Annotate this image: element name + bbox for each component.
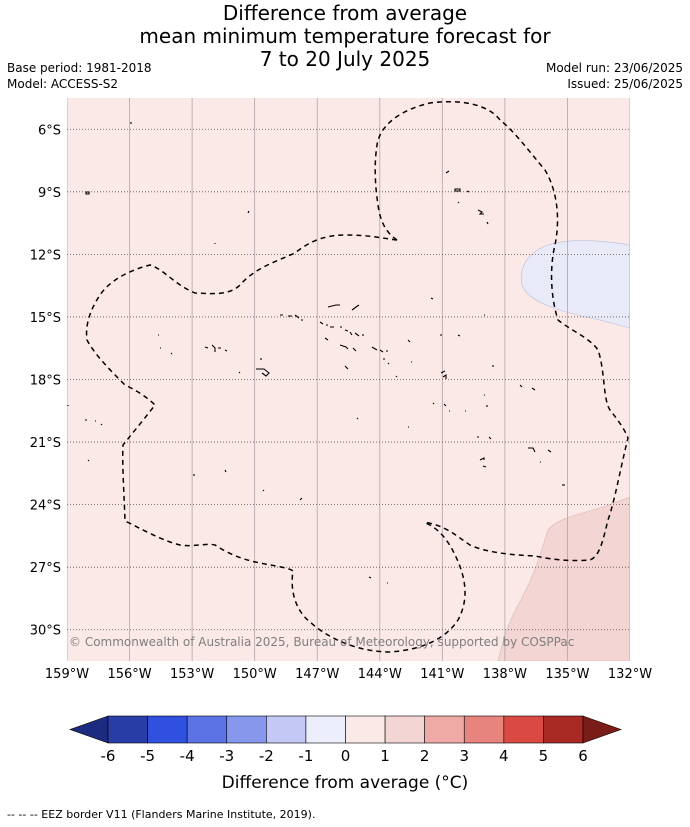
- longitude-label: 159°W: [45, 667, 89, 682]
- colorbar-cell: [266, 715, 307, 744]
- eez-legend-note: -- -- -- EEZ border V11 (Flanders Marine…: [7, 808, 316, 821]
- base-period: Base period: 1981-2018: [7, 61, 152, 75]
- colorbar-min-arrow: [69, 715, 109, 744]
- colorbar-tick-label: 2: [420, 747, 430, 765]
- longitude-tick-labels: 159°W 156°W 153°W 150°W 147°W 144°W 141°W 138°W…: [45, 667, 652, 682]
- colorbar-cell: [305, 715, 346, 744]
- colorbar-cells: [107, 715, 584, 744]
- map-title: Difference from average mean minimum tem…: [0, 2, 690, 71]
- colorbar-tick-label: -5: [140, 747, 155, 765]
- colorbar-title: Difference from average (°C): [221, 773, 469, 793]
- colorbar-tick-label: -3: [219, 747, 234, 765]
- colorbar-cell: [424, 715, 465, 744]
- longitude-label: 150°W: [233, 667, 277, 682]
- longitude-label: 132°W: [608, 667, 652, 682]
- colorbar-max-arrow: [582, 715, 622, 744]
- graticule: [67, 98, 630, 661]
- latitude-label: 21°S: [30, 436, 61, 451]
- colorbar-cell: [345, 715, 386, 744]
- colorbar-cell: [186, 715, 228, 744]
- colorbar-tick-label: 3: [459, 747, 469, 765]
- latitude-label: 12°S: [30, 248, 61, 263]
- latitude-label: 6°S: [38, 123, 61, 138]
- warmer-anomaly-region: [497, 496, 630, 661]
- latitude-label: 30°S: [30, 624, 61, 639]
- colorbar-tick-label: -6: [101, 747, 116, 765]
- eez-border: [374, 100, 629, 562]
- model-name: Model: ACCESS-S2: [7, 77, 119, 91]
- longitude-label: 144°W: [358, 667, 402, 682]
- colorbar-cell: [463, 715, 505, 744]
- longitude-label: 141°W: [420, 667, 464, 682]
- colorbar-cell: [503, 715, 544, 744]
- longitude-label: 138°W: [483, 667, 527, 682]
- latitude-label: 18°S: [30, 374, 61, 389]
- longitude-label: 156°W: [107, 667, 151, 682]
- longitude-label: 153°W: [170, 667, 214, 682]
- colorbar-tick-label: 4: [499, 747, 509, 765]
- copyright-notice: © Commonwealth of Australia 2025, Bureau…: [69, 635, 574, 649]
- meta-right: Model run: 23/06/2025 Issued: 25/06/2025: [546, 60, 683, 92]
- colorbar-tick-labels: -6 -5 -4 -3 -2 -1 0 1 2 3 4 5 6: [101, 747, 588, 765]
- colorbar-tick-label: 0: [341, 747, 351, 765]
- title-line-1: Difference from average: [222, 1, 468, 25]
- longitude-label: 135°W: [545, 667, 589, 682]
- colorbar-tick-label: 5: [539, 747, 549, 765]
- colorbar-tick-label: -4: [180, 747, 195, 765]
- title-line-3: 7 to 20 July 2025: [259, 47, 431, 71]
- latitude-label: 24°S: [30, 499, 61, 514]
- longitude-label: 147°W: [295, 667, 339, 682]
- eez-border: [85, 234, 466, 653]
- map-area: © Commonwealth of Australia 2025, Bureau…: [67, 98, 630, 661]
- colorbar-cell: [384, 715, 425, 744]
- colorbar-tick-label: 1: [380, 747, 390, 765]
- island-coastlines: [67, 122, 565, 584]
- latitude-label: 9°S: [38, 186, 61, 201]
- issued-date: Issued: 25/06/2025: [567, 77, 683, 91]
- colorbar-tick-label: 6: [578, 747, 588, 765]
- colorbar: -6 -5 -4 -3 -2 -1 0 1 2 3 4 5 6: [69, 715, 622, 765]
- latitude-label: 15°S: [30, 311, 61, 326]
- cooler-anomaly-region: [520, 240, 630, 329]
- colorbar-cell: [107, 715, 148, 744]
- colorbar-cell: [543, 715, 584, 744]
- model-run: Model run: 23/06/2025: [545, 61, 683, 75]
- colorbar-cell: [147, 715, 188, 744]
- colorbar-tick-label: -2: [259, 747, 274, 765]
- colorbar-cell: [226, 715, 267, 744]
- meta-left: Base period: 1981-2018 Model: ACCESS-S2: [7, 60, 152, 92]
- title-line-2: mean minimum temperature forecast for: [139, 24, 551, 48]
- latitude-label: 27°S: [30, 561, 61, 576]
- latitude-tick-labels: 6°S 9°S 12°S 15°S 18°S 21°S 24°S 27°S 30°S: [30, 123, 61, 638]
- colorbar-tick-label: -1: [298, 747, 313, 765]
